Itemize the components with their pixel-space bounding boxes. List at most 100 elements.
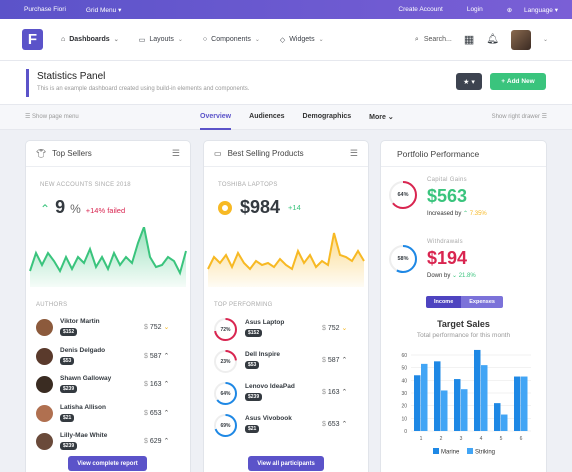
tab-more[interactable]: More ⌄	[369, 114, 394, 121]
bar-striking	[501, 414, 508, 431]
y-tick-label: 0	[404, 429, 407, 435]
y-tick-label: 50	[401, 366, 407, 372]
y-tick-label: 60	[401, 353, 407, 359]
x-tick-label: 5	[500, 436, 503, 442]
sparkline-green	[29, 227, 187, 287]
y-tick-label: 20	[401, 404, 407, 410]
x-tick-label: 2	[440, 436, 443, 442]
bar-marine	[474, 349, 481, 431]
product-badge: $239	[245, 393, 263, 401]
progress-ring: 72%	[214, 318, 237, 341]
grid-menu-link[interactable]: Grid Menu ▾	[85, 6, 122, 14]
add-new-button[interactable]: + Add New	[490, 73, 546, 90]
stat-unit: %	[70, 202, 81, 216]
expenses-toggle[interactable]: Expenses	[461, 296, 503, 308]
layout-icon: ▭	[138, 36, 146, 44]
chart-subtitle: Total performance for this month	[416, 332, 511, 339]
list-item[interactable]: Denis Delgado $53 $ 587 ⌃	[26, 346, 190, 368]
product-name: Asus Vivobook	[245, 415, 292, 422]
list-item[interactable]: 64% Lenovo IdeaPad $239 $ 163 ⌃	[204, 381, 368, 405]
star-icon: ★ ▾	[463, 78, 475, 86]
product-name: Lenovo IdeaPad	[245, 383, 295, 390]
author-badge: $239	[60, 385, 78, 393]
portfolio-card: Portfolio Performance 64% Capital Gains …	[381, 141, 546, 472]
product-amount: $ 587 ⌃	[322, 357, 348, 364]
nav-components[interactable]: ○ Components ⌄	[202, 36, 260, 43]
bar-marine	[454, 379, 461, 431]
author-amount: $ 587 ⌃	[144, 352, 170, 360]
kicker: TOSHIBA LAPTOPS	[218, 182, 278, 188]
best-selling-card: ▭ Best Selling Products ☰ TOSHIBA LAPTOPS …	[204, 141, 368, 472]
y-tick-label: 30	[401, 391, 407, 397]
grid-icon[interactable]: ▦	[463, 34, 475, 46]
progress-ring: 69%	[214, 414, 237, 437]
sparkline-yellow	[207, 232, 365, 287]
bell-icon[interactable]: 🔔︎	[486, 34, 499, 45]
login-link[interactable]: Login	[466, 5, 483, 13]
dashboard-icon: ⌂	[61, 36, 66, 43]
list-item[interactable]: Shawn Galloway $239 $ 163 ⌃	[26, 374, 190, 396]
income-toggle[interactable]: Income	[426, 296, 462, 308]
card-title: Portfolio Performance	[397, 148, 480, 159]
show-right-drawer[interactable]: Show right drawer ☰	[491, 114, 547, 120]
view-report-button[interactable]: View complete report	[68, 456, 147, 471]
top-bar: Purchase Fiori Grid Menu ▾ Create Accoun…	[0, 0, 572, 19]
create-account-link[interactable]: Create Account	[398, 5, 443, 13]
bar-striking	[461, 389, 468, 431]
legend-label: Marine	[441, 450, 460, 456]
product-amount: $ 752 ⌄	[322, 325, 348, 332]
list-item[interactable]: 72% Asus Laptop $152 $ 752 ⌄	[204, 317, 368, 341]
nav-layouts[interactable]: ▭ Layouts ⌄	[138, 36, 183, 44]
author-badge: $239	[60, 442, 78, 450]
list-item[interactable]: 69% Asus Vivobook $21 $ 653 ⌃	[204, 413, 368, 437]
user-avatar[interactable]	[510, 29, 531, 50]
language-menu[interactable]: ⊕ Language ▾	[506, 6, 558, 14]
withdrawals-label: Withdrawals	[427, 239, 463, 245]
nav-dashboards[interactable]: ⌂ Dashboards ⌄	[61, 36, 119, 43]
author-amount: $ 752 ⌄	[144, 324, 170, 331]
view-participants-button[interactable]: View all participants	[248, 456, 324, 471]
list-item[interactable]: Viktor Martin $152 $ 752 ⌄	[26, 317, 190, 339]
list-item[interactable]: Latisha Allison $21 $ 653 ⌃	[26, 403, 190, 425]
bar-striking	[521, 376, 528, 431]
bar-marine	[414, 375, 421, 431]
tab-demographics[interactable]: Demographics	[302, 113, 352, 120]
list-item[interactable]: Lilly-Mae White $239 $ 629 ⌃	[26, 431, 190, 453]
authors-label: AUTHORS	[36, 302, 68, 308]
capital-label: Capital Gains	[427, 177, 467, 183]
capital-trend: Increased by ⌃ 7.35%	[427, 211, 487, 217]
tab-overview[interactable]: Overview	[200, 105, 232, 130]
legend-swatch	[433, 448, 439, 454]
show-page-menu[interactable]: ☰ Show page menu	[25, 114, 79, 120]
logo[interactable]: F	[22, 29, 43, 50]
withdrawals-value: $194	[427, 248, 468, 268]
bar-marine	[434, 361, 441, 431]
tab-audiences[interactable]: Audiences	[249, 113, 285, 120]
page-title: Statistics Panel	[37, 71, 106, 82]
author-name: Shawn Galloway	[60, 375, 112, 382]
tab-bar: ☰ Show page menu Overview Audiences Demo…	[0, 105, 572, 130]
menu-icon[interactable]: ☰	[349, 148, 358, 158]
purchase-link[interactable]: Purchase Fiori	[24, 6, 66, 13]
stat-delta: +14	[288, 203, 301, 212]
product-badge: $21	[245, 425, 260, 433]
star-button[interactable]: ★ ▾	[456, 73, 482, 90]
nav-widgets[interactable]: ◇ Widgets ⌄	[279, 36, 324, 44]
menu-icon[interactable]: ☰	[171, 148, 180, 158]
stat-value: $984	[240, 197, 281, 217]
author-name: Latisha Allison	[60, 403, 106, 411]
widget-icon: ◇	[279, 36, 286, 44]
product-name: Dell Inspire	[245, 351, 281, 358]
up-arrow-icon: ⌃	[40, 202, 51, 216]
x-tick-label: 3	[460, 436, 463, 442]
top-performing-label: TOP PERFORMING	[214, 302, 273, 308]
list-item[interactable]: 23% Dell Inspire $53 $ 587 ⌃	[204, 349, 368, 373]
chevron-down-icon[interactable]: ⌄	[542, 37, 548, 43]
stat-value: 9	[55, 197, 66, 217]
search-button[interactable]: ⌕ Search...	[414, 35, 452, 44]
capital-value: $563	[427, 186, 468, 206]
legend-swatch	[467, 448, 473, 454]
y-tick-label: 10	[401, 416, 407, 422]
product-amount: $ 163 ⌃	[322, 389, 348, 396]
main-header: F ⌂ Dashboards ⌄ ▭ Layouts ⌄ ○ Components ⌄ ◇ W…	[0, 19, 572, 61]
